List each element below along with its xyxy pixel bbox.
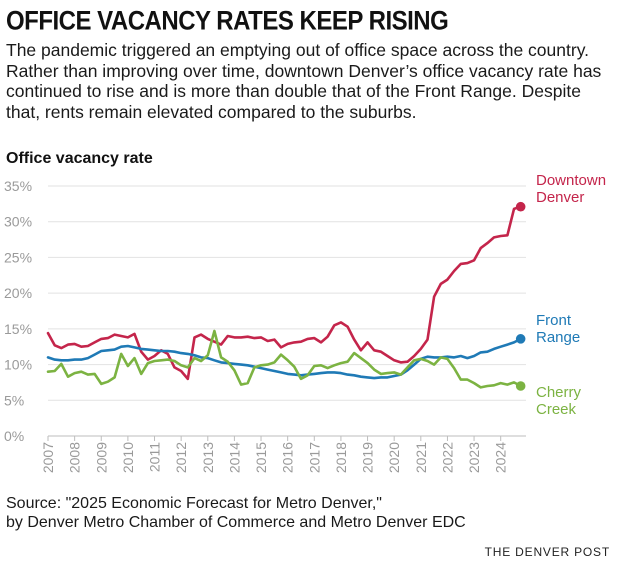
x-tick-label-2018: 2018	[333, 442, 349, 473]
series-end-point-cherry-creek	[515, 381, 526, 391]
x-tick-label-2020: 2020	[386, 442, 402, 473]
series-end-point-front-range	[515, 334, 526, 344]
x-tick-label-2019: 2019	[360, 442, 376, 473]
x-tick-label-2021: 2021	[413, 442, 429, 473]
source-line-1: Source: "2025 Economic Forecast for Metr…	[6, 495, 382, 512]
source-line-2: by Denver Metro Chamber of Commerce and …	[6, 514, 466, 531]
series-label-front-range-line-2: Range	[536, 329, 580, 346]
x-axis-ticks: 2007 2008 2009 2010 2011 2012 2013 2014 2015 2016…	[40, 436, 509, 473]
vacancy-line-chart: 0%5%10%15%20%25%30%35% 2007 2008 2009 2010 2…	[4, 172, 606, 473]
series-lines	[46, 201, 526, 391]
x-tick-label-2008: 2008	[67, 442, 83, 473]
series-label-downtown-denver-line-1: Downtown	[536, 172, 606, 189]
y-tick-label-35: 35%	[4, 178, 32, 194]
series-label-front-range-line-1: Front	[536, 312, 572, 329]
source-note: Source: "2025 Economic Forecast for Metr…	[6, 494, 466, 532]
chart-headline: OFFICE VACANCY RATES KEEP RISING	[6, 6, 449, 37]
y-tick-label-20: 20%	[4, 285, 32, 301]
y-tick-label-0: 0%	[4, 428, 24, 444]
x-tick-label-2017: 2017	[306, 442, 322, 473]
y-tick-label-15: 15%	[4, 321, 32, 337]
x-tick-label-2009: 2009	[93, 442, 109, 473]
series-end-point-downtown-denver	[515, 201, 526, 212]
gridlines	[48, 185, 526, 437]
series-line-downtown-denver	[46, 205, 523, 381]
publisher-credit: THE DENVER POST	[484, 545, 610, 559]
y-axis-ticks: 0% 5% 10% 15% 20% 25% 30% 35%	[4, 178, 32, 444]
x-tick-label-2015: 2015	[253, 442, 269, 473]
x-tick-label-2014: 2014	[226, 442, 242, 473]
x-tick-label-2011: 2011	[147, 442, 163, 472]
x-tick-label-2007: 2007	[40, 442, 56, 473]
y-tick-label-30: 30%	[4, 214, 32, 230]
series-line-cherry-creek	[46, 329, 523, 389]
x-tick-label-2022: 2022	[439, 442, 455, 473]
y-tick-label-10: 10%	[4, 357, 32, 373]
chart-title: Office vacancy rate	[6, 150, 153, 167]
chart-dek: The pandemic triggered an emptying out o…	[6, 40, 602, 122]
x-tick-label-2012: 2012	[173, 442, 189, 473]
series-label-cherry-creek-line-2: Creek	[536, 401, 577, 418]
x-tick-label-2016: 2016	[280, 442, 296, 473]
y-tick-label-5: 5%	[4, 392, 24, 408]
x-tick-label-2010: 2010	[120, 442, 136, 473]
series-label-downtown-denver-line-2: Denver	[536, 189, 584, 206]
x-tick-label-2013: 2013	[200, 442, 216, 473]
y-tick-label-25: 25%	[4, 249, 32, 265]
x-tick-label-2024: 2024	[493, 442, 509, 473]
x-tick-label-2023: 2023	[466, 442, 482, 473]
series-label-cherry-creek-line-1: Cherry	[536, 384, 582, 401]
